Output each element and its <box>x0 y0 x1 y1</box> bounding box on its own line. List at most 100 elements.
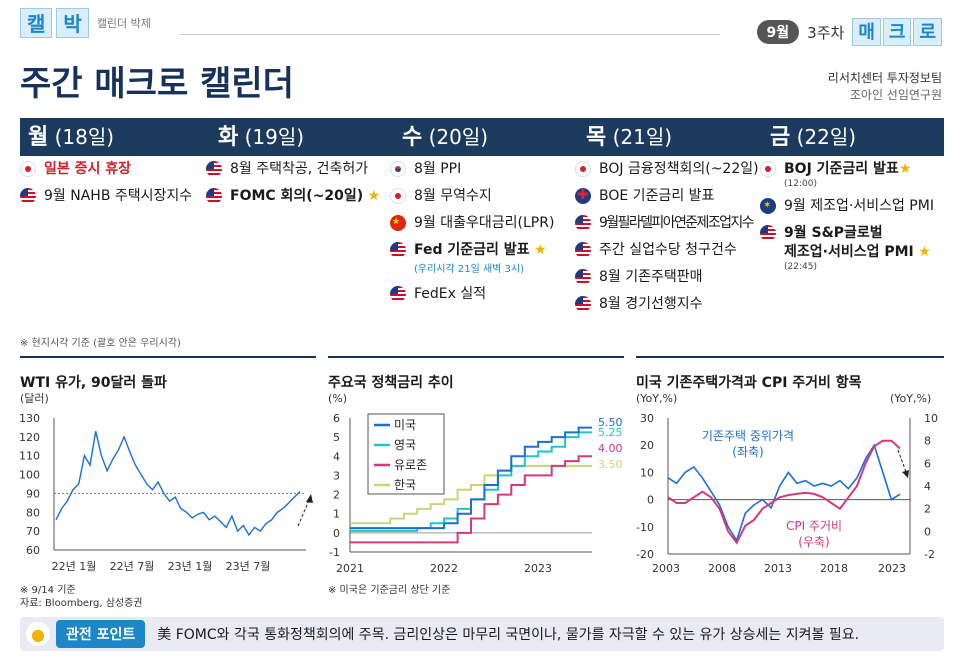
eu-flag-icon <box>760 198 776 214</box>
y-tick-label-right: 2 <box>924 503 931 516</box>
calendar-event: FedEx 실적 <box>390 285 554 303</box>
y-tick-label: 4 <box>333 450 340 463</box>
calendar-event: 8월 기존주택판매 <box>575 268 759 286</box>
japan-flag-icon <box>575 161 591 177</box>
end-value-label: 3.50 <box>598 458 623 471</box>
x-tick-label: 2013 <box>764 562 792 575</box>
cpi-shelter-series-line <box>667 439 901 545</box>
rate-series-line <box>350 455 592 544</box>
y-axis-label: (%) <box>328 392 347 405</box>
category-tag: 매 크 로 <box>852 18 942 46</box>
calendar-event: 8월 경기선행지수 <box>575 295 759 313</box>
series-annotation: CPI 주거비 <box>786 519 842 533</box>
brand-subtitle: 캘린더 박제 <box>96 17 151 30</box>
brand-logo: 캘 박 <box>20 8 89 38</box>
event-note: (우리시각 21일 새벽 3시) <box>414 264 525 275</box>
y-tick-label-left: 0 <box>647 494 654 507</box>
y-axis-label-right: (YoY,%) <box>890 392 931 405</box>
us-flag-icon <box>575 242 591 258</box>
calendar-event: BOJ 기준금리 발표 ★ <box>760 160 934 178</box>
trend-arrow-head <box>902 470 909 478</box>
y-tick-label-right: 6 <box>924 457 931 470</box>
calendar-event: Fed 기준금리 발표 ★ <box>390 241 554 259</box>
author-block: 리서치센터 투자정보팀 조아인 선임연구원 <box>828 70 942 104</box>
us-flag-icon <box>575 269 591 285</box>
column-tue: 8월 주택착공, 건축허가 FOMC 회의(~20일) ★ <box>206 160 380 214</box>
y-tick-label: 70 <box>26 525 40 538</box>
chart-footnote: ※ 미국은 기준금리 상단 기준 <box>328 585 451 596</box>
house-price-series-line <box>667 443 901 543</box>
author-org: 리서치센터 투자정보팀 <box>827 71 942 85</box>
x-tick-label: 23년 1월 <box>168 560 213 573</box>
y-axis-label-left: (YoY,%) <box>636 392 677 405</box>
calendar-event: 9월 대출우대금리(LPR) <box>390 214 554 232</box>
y-tick-label: 3 <box>333 469 340 482</box>
trend-arrow <box>897 449 907 473</box>
calendar-event: BOJ 금융정책회의(~22일) <box>575 160 759 178</box>
event-time: (22:45) <box>784 262 817 272</box>
series-annotation: 기존주택 중위가격 <box>702 429 794 443</box>
end-value-label: 5.25 <box>598 426 623 439</box>
y-axis-label: (달러) <box>20 392 49 405</box>
calendar-event: 주간 실업수당 청구건수 <box>575 241 759 259</box>
x-tick-label: 2023 <box>524 562 552 575</box>
rate-series-line <box>350 464 592 525</box>
day-header-mon: 월 (18일) <box>28 125 115 150</box>
chart-title-rates: 주요국 정책금리 추이 <box>328 375 454 391</box>
trend-arrow <box>297 497 311 527</box>
column-mon: 일본 증시 휴장 9월 NAHB 주택시장지수 <box>20 160 192 214</box>
tag-char: 로 <box>913 18 942 46</box>
calendar-event: BOE 기준금리 발표 <box>575 187 759 205</box>
author-name: 조아인 선임연구원 <box>849 88 942 102</box>
legend-label: 한국 <box>394 478 416 492</box>
brand-char: 캘 <box>20 8 53 38</box>
star-icon: ★ <box>367 188 381 204</box>
calendar-event: 9월필라델피아연준제조업지수 <box>575 214 759 232</box>
y-tick-label-right: 8 <box>924 435 931 448</box>
trend-arrow-head <box>306 494 313 503</box>
china-flag-icon <box>390 215 406 231</box>
series-annotation: (좌축) <box>732 445 763 459</box>
y-tick-label-left: 30 <box>640 412 654 425</box>
x-tick-label: 22년 7월 <box>110 560 155 573</box>
us-flag-icon <box>575 296 591 312</box>
us-flag-icon <box>390 286 406 302</box>
us-flag-icon <box>206 188 222 204</box>
legend-label: 미국 <box>394 418 416 432</box>
legend-label: 영국 <box>394 438 416 452</box>
x-tick-label: 22년 1월 <box>52 560 97 573</box>
end-value-label: 4.00 <box>598 442 623 455</box>
star-icon: ★ <box>534 242 547 258</box>
chart-footnote: ※ 9/14 기준 자료: Bloomberg, 삼성증권 <box>20 585 143 609</box>
us-flag-icon <box>206 161 222 177</box>
star-icon: ★ <box>918 244 931 260</box>
lightbulb-icon: ● <box>26 622 50 646</box>
y-tick-label: 6 <box>333 412 340 425</box>
tag-char: 크 <box>882 18 912 46</box>
japan-flag-icon <box>390 188 406 204</box>
page-title: 주간 매크로 캘린더 <box>20 64 294 104</box>
day-header-thu: 목 (21일) <box>586 125 673 150</box>
y-tick-label: 130 <box>19 412 40 425</box>
y-tick-label: 60 <box>26 544 40 557</box>
y-tick-label: 5 <box>333 431 340 444</box>
us-flag-icon <box>575 215 591 231</box>
y-tick-label-right: 4 <box>924 480 931 493</box>
japan-flag-icon <box>20 161 36 177</box>
housing-cpi-chart: (YoY,%) (YoY,%)3020100-10-201086420-2기존주택… <box>636 392 938 575</box>
x-tick-label: 2021 <box>336 562 364 575</box>
y-tick-label-right: -2 <box>924 548 935 561</box>
key-point-text: 美 FOMC와 각국 통화정책회의에 주목. 금리인상은 마무리 국면이나, 물… <box>157 627 860 643</box>
x-tick-label: 23년 7월 <box>226 560 271 573</box>
x-tick-label: 2008 <box>708 562 736 575</box>
legend-label: 유로존 <box>394 458 427 472</box>
weekday-header: 월 (18일) 화 (19일) 수 (20일) 목 (21일) 금 (22일) <box>20 118 944 156</box>
calendar-event: 9월 NAHB 주택시장지수 <box>20 187 192 205</box>
tag-char: 매 <box>852 18 881 46</box>
wti-series-line <box>55 431 301 537</box>
series-annotation: (우축) <box>798 535 829 549</box>
week-month: 9월 <box>756 20 800 44</box>
y-tick-label-left: 10 <box>640 466 654 479</box>
japan-flag-icon <box>760 161 776 177</box>
